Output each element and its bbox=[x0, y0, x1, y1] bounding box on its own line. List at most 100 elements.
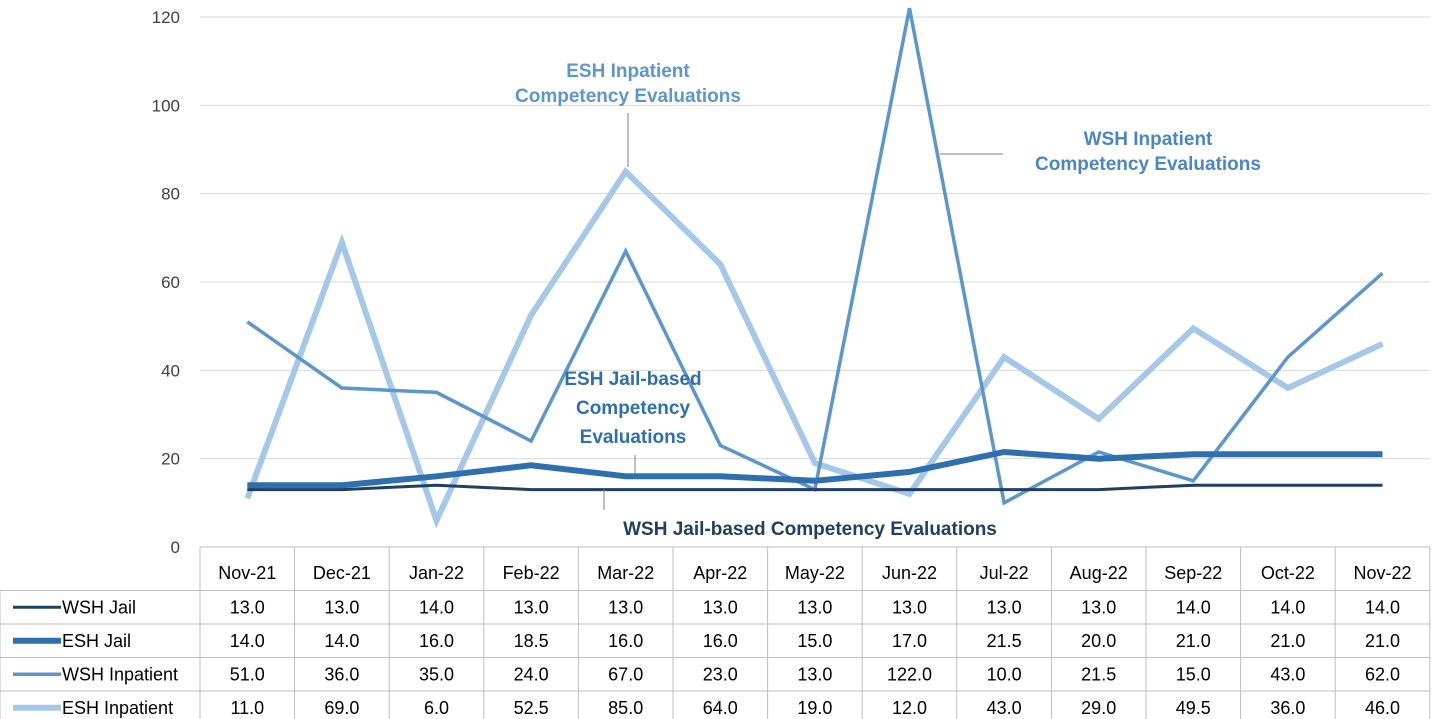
table-cell-value: 14.0 bbox=[324, 631, 359, 651]
table-cell-value: 17.0 bbox=[892, 631, 927, 651]
y-tick-label: 60 bbox=[161, 273, 180, 292]
y-tick-label: 40 bbox=[161, 361, 180, 380]
x-category-label: Aug-22 bbox=[1070, 563, 1128, 583]
table-cell-value: 122.0 bbox=[887, 664, 932, 684]
annotation-text: WSH Inpatient bbox=[1084, 129, 1213, 150]
table-cell-value: 62.0 bbox=[1365, 664, 1400, 684]
table-cell-value: 64.0 bbox=[703, 698, 738, 718]
y-tick-label: 80 bbox=[161, 185, 180, 204]
table-cell-value: 29.0 bbox=[1081, 698, 1116, 718]
table-cell-value: 13.0 bbox=[1081, 597, 1116, 617]
x-category-label: Jan-22 bbox=[409, 563, 464, 583]
series-line-wsh-jail bbox=[247, 483, 1383, 492]
y-tick-label: 100 bbox=[152, 96, 180, 115]
x-category-label: Jul-22 bbox=[980, 563, 1029, 583]
table-cell-value: 15.0 bbox=[1176, 664, 1211, 684]
table-row: WSH Jail 13.0 13.0 14.0 13.0 13.0 13.0 13.0 13.0… bbox=[13, 597, 1400, 617]
table-cell-value: 46.0 bbox=[1365, 698, 1400, 718]
x-category-label: May-22 bbox=[785, 563, 845, 583]
table-row: ESH Inpatient 11.0 69.0 6.0 52.5 85.0 64.0 19.0… bbox=[13, 698, 1400, 718]
y-tick-label: 120 bbox=[152, 8, 180, 27]
x-category-label: Sep-22 bbox=[1164, 563, 1222, 583]
x-category-label: Feb-22 bbox=[503, 563, 560, 583]
table-cell-value: 14.0 bbox=[1176, 597, 1211, 617]
table-cell-value: 13.0 bbox=[324, 597, 359, 617]
series-lines bbox=[244, 7, 1384, 529]
data-table: Nov-21 Dec-21 Jan-22 Feb-22 Mar-22 Apr-22 May-… bbox=[0, 547, 1431, 719]
table-cell-value: 21.5 bbox=[987, 631, 1022, 651]
series-line-esh-jail bbox=[247, 448, 1383, 489]
table-cell-value: 10.0 bbox=[987, 664, 1022, 684]
annotation-text: Competency Evaluations bbox=[1035, 154, 1261, 175]
x-category-label: Nov-21 bbox=[218, 563, 276, 583]
table-cell-value: 21.5 bbox=[1081, 664, 1116, 684]
x-category-label: Oct-22 bbox=[1261, 563, 1315, 583]
table-cell-value: 43.0 bbox=[987, 698, 1022, 718]
gridlines bbox=[200, 16, 1430, 548]
table-cell-value: 16.0 bbox=[703, 631, 738, 651]
y-axis-ticks: 0 20 40 60 80 100 120 bbox=[152, 8, 180, 557]
annotation-text: Evaluations bbox=[580, 427, 687, 448]
table-cell-value: 43.0 bbox=[1270, 664, 1305, 684]
annotation-wsh-inpatient: WSH Inpatient Competency Evaluations bbox=[940, 129, 1261, 175]
table-cell-value: 52.5 bbox=[514, 698, 549, 718]
table-cell-value: 35.0 bbox=[419, 664, 454, 684]
table-cell-value: 13.0 bbox=[892, 597, 927, 617]
table-cell-value: 13.0 bbox=[987, 597, 1022, 617]
x-category-label: Nov-22 bbox=[1353, 563, 1411, 583]
table-cell-value: 13.0 bbox=[703, 597, 738, 617]
table-row: WSH Inpatient 51.0 36.0 35.0 24.0 67.0 23.0 13.… bbox=[13, 664, 1400, 684]
table-cell-value: 51.0 bbox=[230, 664, 265, 684]
table-cell-value: 13.0 bbox=[797, 597, 832, 617]
annotation-wsh-jail: WSH Jail-based Competency Evaluations bbox=[603, 489, 997, 540]
legend-label: WSH Inpatient bbox=[62, 664, 178, 684]
annotation-esh-inpatient: ESH Inpatient Competency Evaluations bbox=[515, 61, 741, 167]
table-cell-value: 21.0 bbox=[1365, 631, 1400, 651]
annotation-text: Competency bbox=[576, 398, 690, 419]
y-tick-label: 0 bbox=[171, 538, 180, 557]
x-category-label: Jun-22 bbox=[882, 563, 937, 583]
series-line-wsh-inpatient bbox=[246, 7, 1384, 506]
table-cell-value: 21.0 bbox=[1176, 631, 1211, 651]
table-cell-value: 67.0 bbox=[608, 664, 643, 684]
legend-label: WSH Jail bbox=[62, 597, 136, 617]
table-cell-value: 14.0 bbox=[1365, 597, 1400, 617]
table-cell-value: 14.0 bbox=[230, 631, 265, 651]
table-cell-value: 13.0 bbox=[797, 664, 832, 684]
table-cell-value: 20.0 bbox=[1081, 631, 1116, 651]
x-category-label: Mar-22 bbox=[597, 563, 654, 583]
table-cell-value: 13.0 bbox=[608, 597, 643, 617]
table-cell-value: 23.0 bbox=[703, 664, 738, 684]
table-cell-value: 24.0 bbox=[514, 664, 549, 684]
table-cell-value: 85.0 bbox=[608, 698, 643, 718]
annotation-text: ESH Inpatient bbox=[566, 61, 690, 82]
table-cell-value: 13.0 bbox=[230, 597, 265, 617]
x-category-label: Apr-22 bbox=[693, 563, 747, 583]
annotation-text: ESH Jail-based bbox=[564, 369, 701, 390]
table-cell-value: 19.0 bbox=[797, 698, 832, 718]
table-cell-value: 11.0 bbox=[230, 698, 264, 718]
table-cell-value: 16.0 bbox=[608, 631, 643, 651]
table-cell-value: 12.0 bbox=[892, 698, 927, 718]
x-category-label: Dec-21 bbox=[313, 563, 371, 583]
table-cell-value: 14.0 bbox=[1270, 597, 1305, 617]
table-cell-value: 16.0 bbox=[419, 631, 454, 651]
annotation-esh-jail: ESH Jail-based Competency Evaluations bbox=[564, 369, 702, 473]
annotation-text: WSH Jail-based Competency Evaluations bbox=[623, 519, 997, 540]
table-cell-value: 36.0 bbox=[324, 664, 359, 684]
table-cell-value: 13.0 bbox=[514, 597, 549, 617]
table-cell-value: 69.0 bbox=[324, 698, 359, 718]
legend-label: ESH Jail bbox=[62, 631, 131, 651]
table-cell-value: 14.0 bbox=[419, 597, 454, 617]
table-row: ESH Jail 14.0 14.0 16.0 18.5 16.0 16.0 15.0 17.0… bbox=[13, 631, 1400, 651]
table-cell-value: 18.5 bbox=[514, 631, 549, 651]
table-cell-value: 6.0 bbox=[424, 698, 449, 718]
y-tick-label: 20 bbox=[161, 450, 180, 469]
table-cell-value: 15.0 bbox=[797, 631, 832, 651]
table-cell-value: 21.0 bbox=[1270, 631, 1305, 651]
table-cell-value: 49.5 bbox=[1176, 698, 1211, 718]
series-line-esh-inpatient bbox=[244, 166, 1384, 529]
legend-label: ESH Inpatient bbox=[62, 698, 173, 718]
